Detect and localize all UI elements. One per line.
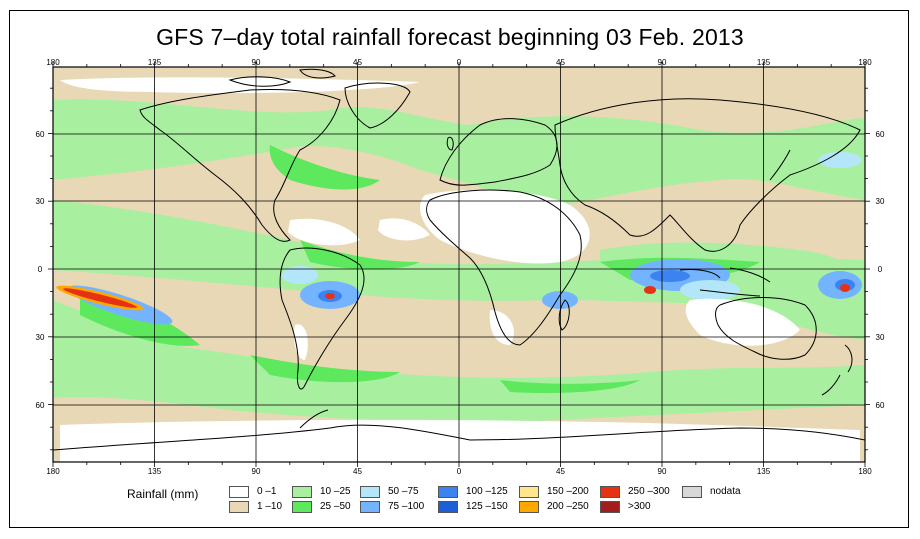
coast-arctic-islands	[228, 68, 336, 87]
coast-japan	[769, 149, 791, 181]
left-tick-label: 60	[36, 130, 45, 139]
bottom-tick-label: 135	[148, 467, 162, 476]
bottom-tick-label: 180	[46, 467, 60, 476]
right-tick-label: 60	[876, 401, 885, 410]
top-tick-label: 45	[556, 58, 565, 67]
legend-label: 200 –250	[547, 501, 589, 512]
legend-swatch	[438, 486, 458, 498]
legend-label: 0 –1	[257, 486, 277, 497]
legend-label: 100 –125	[466, 486, 508, 497]
bottom-tick-label: 135	[757, 467, 771, 476]
legend-label: 25 –50	[320, 501, 351, 512]
legend-swatch	[682, 486, 702, 498]
graticule	[53, 67, 865, 462]
legend-label: 50 –75	[388, 486, 419, 497]
coastlines	[53, 68, 865, 451]
coast-antarctica	[53, 424, 865, 451]
top-tick-label: 90	[658, 58, 667, 67]
right-tick-label: 60	[876, 130, 885, 139]
legend-swatch	[519, 501, 539, 513]
legend-label: nodata	[710, 486, 741, 497]
bottom-tick-label: 90	[658, 467, 667, 476]
legend-label: 250 –300	[628, 486, 670, 497]
coast-antarctic-peninsula	[299, 409, 329, 429]
bottom-tick-label: 45	[353, 467, 362, 476]
axis-minor-ticks	[48, 62, 870, 467]
bottom-tick-label: 180	[858, 467, 872, 476]
left-tick-label: 60	[36, 401, 45, 410]
bottom-tick-label: 0	[457, 467, 462, 476]
coast-new-zealand	[821, 344, 853, 396]
coast-north-america	[139, 89, 341, 242]
top-tick-label: 45	[353, 58, 362, 67]
legend-label: >300	[628, 501, 651, 512]
legend-swatch	[600, 486, 620, 498]
legend-label: 10 –25	[320, 486, 351, 497]
top-axis-labels: 180 135 90 45 0 45 90 135 180	[46, 58, 872, 67]
legend-swatch	[438, 501, 458, 513]
top-tick-label: 180	[858, 58, 872, 67]
coast-south-america	[279, 247, 365, 390]
coast-british-isles	[446, 136, 454, 151]
coast-indonesia	[679, 267, 771, 297]
legend-swatch	[360, 486, 380, 498]
legend-label: 125 –150	[466, 501, 508, 512]
legend-swatch	[600, 501, 620, 513]
top-tick-label: 135	[757, 58, 771, 67]
bottom-tick-label: 90	[252, 467, 261, 476]
legend-swatch	[292, 501, 312, 513]
legend-swatch	[360, 501, 380, 513]
right-tick-label: 0	[878, 265, 883, 274]
legend-swatch	[229, 501, 249, 513]
legend-title: Rainfall (mm)	[127, 487, 199, 501]
left-axis-labels: 60 30 0 30 60	[36, 130, 45, 410]
map-title: GFS 7–day total rainfall forecast beginn…	[156, 24, 744, 50]
right-tick-label: 30	[876, 333, 885, 342]
legend-swatch	[292, 486, 312, 498]
legend-swatch	[519, 486, 539, 498]
top-tick-label: 0	[457, 58, 462, 67]
coast-greenland	[344, 82, 411, 129]
bottom-tick-label: 45	[556, 467, 565, 476]
legend-label: 75 –100	[388, 501, 425, 512]
rain-dry-areas	[60, 77, 860, 462]
legend-label: 1 –10	[257, 501, 283, 512]
top-tick-label: 135	[148, 58, 162, 67]
left-tick-label: 30	[36, 197, 45, 206]
rain-extreme	[56, 284, 850, 311]
coast-africa	[426, 189, 582, 346]
right-axis-labels: 60 30 0 30 60	[876, 130, 885, 410]
right-tick-label: 30	[876, 197, 885, 206]
bottom-axis-labels: 180 135 90 45 0 45 90 135 180	[46, 467, 872, 476]
left-tick-label: 0	[38, 265, 43, 274]
legend-label: 150 –200	[547, 486, 589, 497]
top-tick-label: 180	[46, 58, 60, 67]
coast-asia	[554, 98, 861, 252]
legend-swatch	[229, 486, 249, 498]
figure-frame	[9, 10, 909, 528]
top-tick-label: 90	[252, 58, 261, 67]
coast-australia	[715, 297, 817, 360]
left-tick-label: 30	[36, 333, 45, 342]
